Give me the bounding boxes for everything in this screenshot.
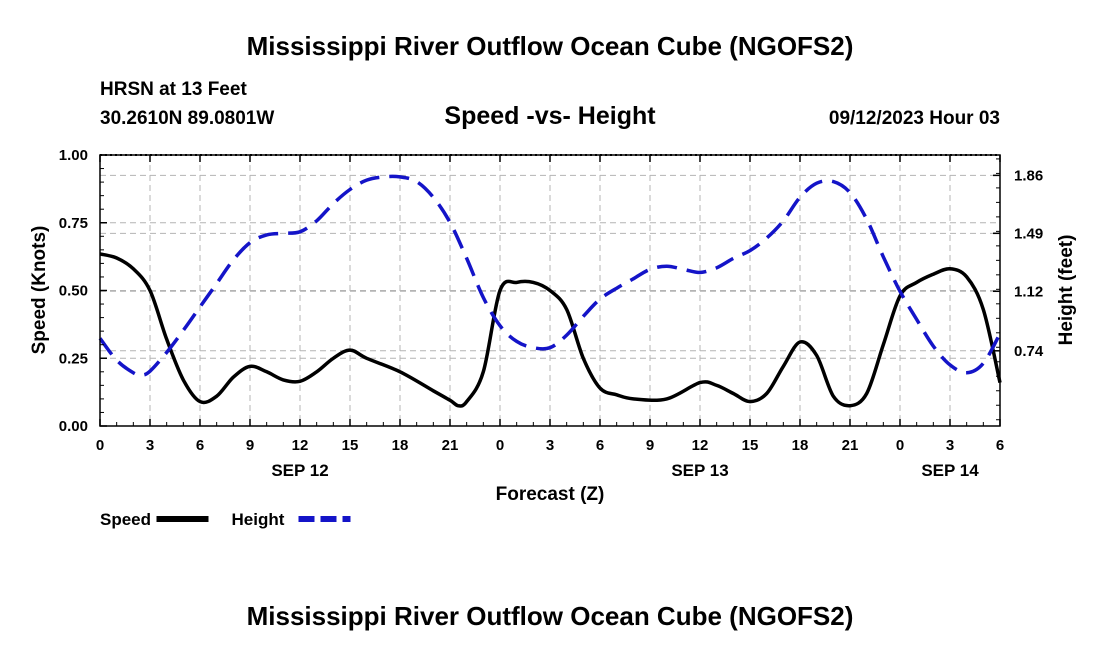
- x-tick-label: 0: [496, 437, 504, 454]
- legend: Speed Height: [100, 510, 351, 529]
- y-tick-label: 0.50: [59, 283, 88, 300]
- page-title: Mississippi River Outflow Ocean Cube (NG…: [247, 31, 854, 61]
- x-tick-label: 9: [646, 437, 654, 454]
- y-tick-label: 1.00: [59, 147, 88, 164]
- x-tick-label: 21: [842, 437, 859, 454]
- data-series: [98, 174, 1002, 408]
- x-tick-label: 3: [946, 437, 954, 454]
- y-tick-label: 0.00: [59, 418, 88, 435]
- y-tick-label: 0.25: [59, 350, 88, 367]
- legend-label-height: Height: [232, 510, 285, 529]
- y2-tick-label: 0.74: [1014, 343, 1044, 360]
- x-tick-label: 0: [896, 437, 904, 454]
- x-tick-label: 9: [246, 437, 254, 454]
- forecast-datetime: 09/12/2023 Hour 03: [829, 108, 1000, 129]
- date-label: SEP 14: [921, 461, 979, 480]
- x-tick-label: 6: [596, 437, 604, 454]
- axes: 0 3 6 9 12 15 18 21 0 3 6 9 12 15 18 21 0 3 6 SEP 12 SEP 13 S…: [59, 147, 1044, 480]
- y-tick-label: 0.75: [59, 215, 88, 232]
- x-tick-label: 3: [146, 437, 154, 454]
- chart-subtitle: Speed -vs- Height: [444, 102, 656, 130]
- x-tick-label: 15: [342, 437, 359, 454]
- x-tick-label: 6: [996, 437, 1004, 454]
- x-tick-label: 12: [292, 437, 309, 454]
- grid-lines: [100, 155, 1000, 426]
- series-line-speed: [99, 252, 1002, 408]
- page-title-bottom: Mississippi River Outflow Ocean Cube (NG…: [247, 601, 854, 631]
- y2-tick-label: 1.86: [1014, 167, 1043, 184]
- y2-tick-label: 1.12: [1014, 283, 1043, 300]
- x-tick-label: 3: [546, 437, 554, 454]
- series-line-height: [98, 174, 1002, 377]
- y2-axis-title: Height (feet): [1056, 235, 1077, 346]
- station-label: HRSN at 13 Feet: [100, 79, 247, 100]
- x-tick-label: 15: [742, 437, 759, 454]
- y-axis-title: Speed (Knots): [29, 226, 50, 355]
- legend-label-speed: Speed: [100, 510, 151, 529]
- coordinates-label: 30.2610N 89.0801W: [100, 108, 274, 129]
- x-tick-label: 18: [392, 437, 409, 454]
- x-tick-label: 12: [692, 437, 709, 454]
- x-tick-label: 18: [792, 437, 809, 454]
- x-tick-label: 0: [96, 437, 104, 454]
- x-tick-label: 6: [196, 437, 204, 454]
- x-axis-title: Forecast (Z): [496, 484, 605, 505]
- x-tick-label: 21: [442, 437, 459, 454]
- date-label: SEP 13: [671, 461, 728, 480]
- y2-tick-label: 1.49: [1014, 225, 1043, 242]
- date-label: SEP 12: [271, 461, 328, 480]
